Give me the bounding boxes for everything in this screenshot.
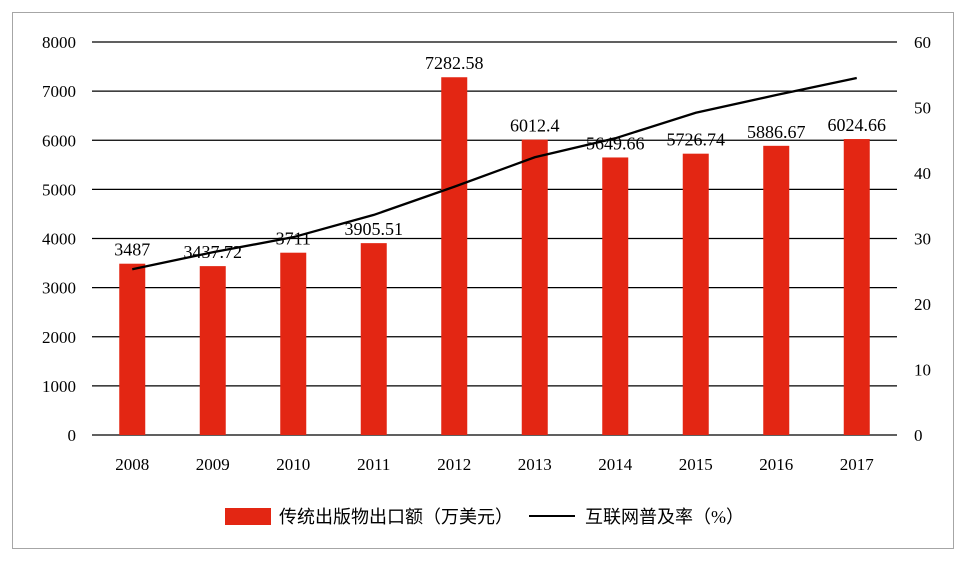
legend-item-bar: 传统出版物出口额（万美元） [225, 503, 513, 529]
legend-swatch-bar [225, 507, 271, 525]
bar-2011 [360, 243, 387, 435]
bar-2014 [602, 157, 629, 435]
right-axis-tick-label: 60 [914, 33, 931, 52]
x-axis-tick-label: 2008 [115, 455, 149, 474]
x-axis-tick-label: 2017 [840, 455, 875, 474]
data-label: 3711 [276, 229, 311, 249]
right-axis-tick-label: 50 [914, 99, 931, 118]
bar-2010 [280, 252, 307, 435]
legend: 传统出版物出口额（万美元） 互联网普及率（%） [0, 503, 969, 529]
x-axis-tick-label: 2016 [759, 455, 793, 474]
data-label: 3487 [114, 240, 150, 260]
bar-2017 [843, 139, 870, 435]
legend-label-bar: 传统出版物出口额（万美元） [279, 507, 513, 527]
x-axis-tick-label: 2012 [437, 455, 471, 474]
data-label: 7282.58 [425, 53, 484, 73]
right-axis-tick-label: 10 [914, 361, 931, 380]
left-axis-tick-label: 4000 [42, 230, 76, 249]
left-axis-tick-label: 6000 [42, 131, 76, 150]
left-axis-tick-label: 0 [68, 426, 77, 445]
data-label: 6024.66 [828, 115, 887, 135]
left-axis-tick-label: 1000 [42, 377, 76, 396]
legend-label-line: 互联网普及率（%） [585, 507, 744, 527]
left-axis-tick-label: 8000 [42, 33, 76, 52]
bar-2013 [521, 139, 548, 435]
line-series [132, 76, 857, 271]
x-axis-tick-label: 2015 [679, 455, 713, 474]
data-label: 5726.74 [667, 130, 726, 150]
left-axis-tick-label: 7000 [42, 82, 76, 101]
bar-2015 [682, 153, 709, 436]
right-axis-tick-label: 30 [914, 230, 931, 249]
x-axis-tick-label: 2014 [598, 455, 633, 474]
bar-2009 [199, 266, 226, 435]
right-axis-tick-label: 20 [914, 295, 931, 314]
legend-swatch-line [529, 515, 575, 517]
right-axis-tick-label: 0 [914, 426, 923, 445]
data-label: 6012.4 [510, 116, 560, 136]
data-label: 3437.72 [184, 242, 243, 262]
x-axis-tick-label: 2010 [276, 455, 310, 474]
x-axis-tick-label: 2011 [357, 455, 390, 474]
chart-frame [12, 12, 954, 549]
bar-2016 [763, 145, 790, 436]
right-axis-tick-label: 40 [914, 164, 931, 183]
left-axis-tick-label: 5000 [42, 180, 76, 199]
bar-2008 [119, 263, 146, 435]
data-label: 3905.51 [345, 219, 404, 239]
data-label: 5886.67 [747, 122, 806, 142]
data-label: 5649.66 [586, 133, 645, 153]
x-axis-tick-label: 2013 [518, 455, 552, 474]
x-axis-tick-label: 2009 [196, 455, 230, 474]
legend-item-line: 互联网普及率（%） [529, 503, 744, 529]
left-axis-tick-label: 2000 [42, 328, 76, 347]
left-axis-tick-label: 3000 [42, 279, 76, 298]
bar-2012 [441, 77, 468, 435]
